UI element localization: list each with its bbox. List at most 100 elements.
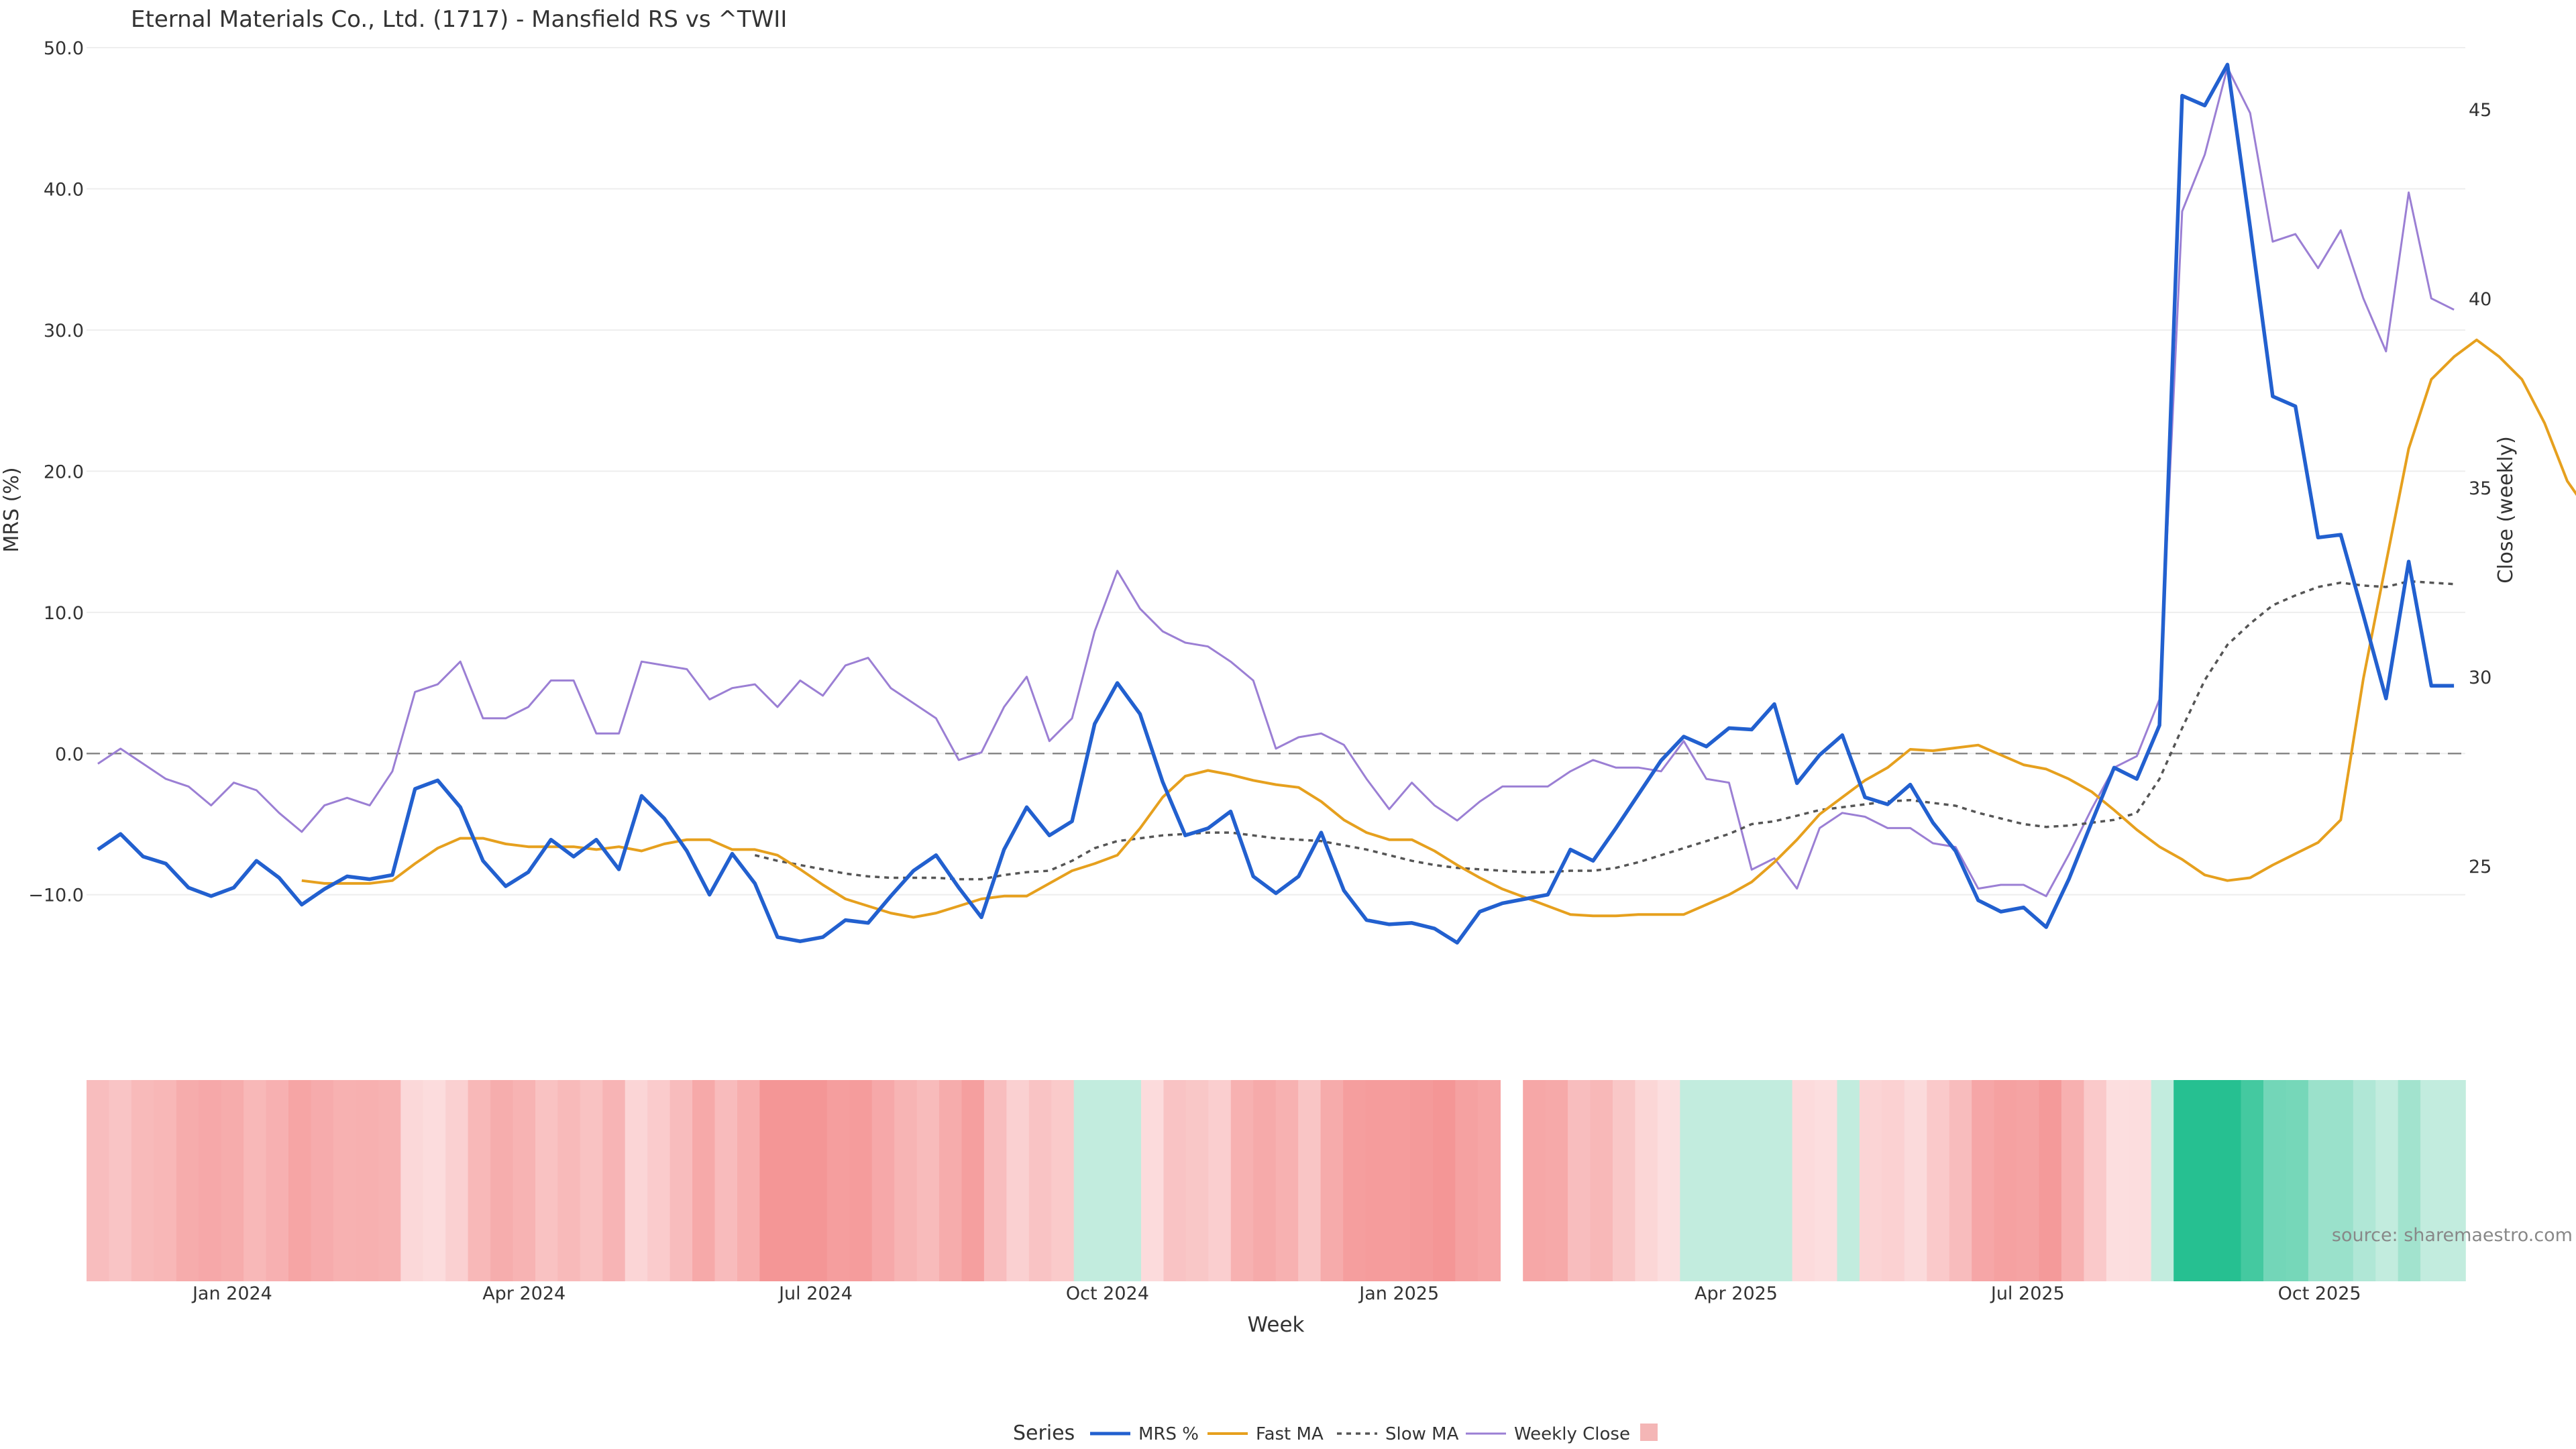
legend-item-fast-ma: Fast MA bbox=[1208, 1424, 1324, 1444]
heatmap-cell bbox=[849, 1080, 873, 1281]
left-tick-label: 30.0 bbox=[44, 321, 84, 341]
heatmap-cell bbox=[2017, 1080, 2040, 1281]
heatmap-cell bbox=[1455, 1080, 1479, 1281]
left-tick-label: −10.0 bbox=[28, 885, 84, 906]
heatmap-cell bbox=[1613, 1080, 1636, 1281]
heatmap-cell bbox=[1792, 1080, 1815, 1281]
heatmap-cell bbox=[1343, 1080, 1366, 1281]
left-tick-label: 20.0 bbox=[44, 462, 84, 482]
heatmap-cell bbox=[468, 1080, 491, 1281]
heatmap-cell bbox=[513, 1080, 536, 1281]
heatmap-cell bbox=[2196, 1080, 2219, 1281]
slow-ma-line bbox=[754, 580, 2455, 881]
heatmap-cell bbox=[2084, 1080, 2107, 1281]
heatmap-cell bbox=[2061, 1080, 2085, 1281]
heatmap-cell bbox=[1949, 1080, 1972, 1281]
heatmap-cell bbox=[2174, 1080, 2197, 1281]
heatmap-cell bbox=[490, 1080, 514, 1281]
heatmap-cell bbox=[2241, 1080, 2264, 1281]
x-tick-label: Jul 2025 bbox=[1990, 1283, 2065, 1304]
weekly-close-line bbox=[97, 66, 2455, 898]
gridlines bbox=[87, 47, 2465, 896]
x-tick-label: Jan 2024 bbox=[191, 1283, 272, 1304]
legend: Series MRS % Fast MA Slow MA Weekly Close bbox=[1013, 1421, 1658, 1445]
heatmap-cell bbox=[1028, 1080, 1052, 1281]
y-axis-label-left: MRS (%) bbox=[0, 467, 23, 552]
heatmap-cell bbox=[1051, 1080, 1075, 1281]
heatmap-cell bbox=[1702, 1080, 1725, 1281]
heatmap-cell bbox=[580, 1080, 603, 1281]
heatmap-cell bbox=[109, 1080, 132, 1281]
heatmap-cell bbox=[737, 1080, 761, 1281]
heatmap-cell bbox=[378, 1080, 401, 1281]
legend-item-slow-ma: Slow MA bbox=[1337, 1424, 1459, 1444]
heatmap-cell bbox=[1882, 1080, 1905, 1281]
heatmap-cell bbox=[939, 1080, 963, 1281]
x-tick-label: Jul 2024 bbox=[777, 1283, 853, 1304]
right-tick-label: 35 bbox=[2469, 478, 2491, 499]
heatmap-cell bbox=[1208, 1080, 1232, 1281]
heatmap-cell bbox=[1320, 1080, 1344, 1281]
heatmap-cell bbox=[535, 1080, 559, 1281]
heatmap-cell bbox=[1118, 1080, 1142, 1281]
heatmap-cell bbox=[1815, 1080, 1838, 1281]
source-watermark: source: sharemaestro.com bbox=[2332, 1225, 2573, 1246]
heatmap-cell bbox=[356, 1080, 379, 1281]
heatmap-cell bbox=[1185, 1080, 1210, 1281]
heatmap-cell bbox=[1904, 1080, 1927, 1281]
heatmap-cell bbox=[647, 1080, 671, 1281]
heatmap-cell bbox=[1230, 1080, 1254, 1281]
x-tick-label: Oct 2024 bbox=[1066, 1283, 1149, 1304]
heatmap-cell bbox=[311, 1080, 334, 1281]
x-tick-label: Oct 2025 bbox=[2278, 1283, 2361, 1304]
heatmap-cell bbox=[1837, 1080, 1860, 1281]
heatmap-cell bbox=[1972, 1080, 1995, 1281]
right-tick-label: 30 bbox=[2469, 667, 2491, 688]
heatmap-cell bbox=[714, 1080, 738, 1281]
heatmap-cell bbox=[1253, 1080, 1277, 1281]
right-tick-label: 25 bbox=[2469, 857, 2491, 877]
heatmap-cell bbox=[1096, 1080, 1120, 1281]
heatmap-cell bbox=[1163, 1080, 1187, 1281]
heatmap-cell bbox=[602, 1080, 626, 1281]
left-tick-label: 0.0 bbox=[55, 744, 84, 765]
heatmap-cell bbox=[1590, 1080, 1613, 1281]
series-lines bbox=[97, 62, 2576, 945]
heatmap-cell bbox=[423, 1080, 446, 1281]
heatmap-cell bbox=[2263, 1080, 2287, 1281]
chart-title: Eternal Materials Co., Ltd. (1717) - Man… bbox=[131, 6, 787, 33]
heatmap-cell bbox=[2218, 1080, 2242, 1281]
heatmap-cell bbox=[1298, 1080, 1322, 1281]
heatmap-cell bbox=[1141, 1080, 1165, 1281]
legend-label: MRS % bbox=[1138, 1424, 1199, 1444]
heatmap-cell bbox=[1388, 1080, 1411, 1281]
heatmap-cell bbox=[1410, 1080, 1434, 1281]
heatmap-cell bbox=[87, 1080, 110, 1281]
heatmap-cell bbox=[804, 1080, 828, 1281]
heatmap-cell bbox=[1927, 1080, 1950, 1281]
heatmap-cell bbox=[2151, 1080, 2174, 1281]
heatmap-cell bbox=[1568, 1080, 1591, 1281]
legend-item-mrs: MRS % bbox=[1090, 1424, 1199, 1444]
heatmap-cell bbox=[1994, 1080, 2017, 1281]
heatmap-cell bbox=[1657, 1080, 1681, 1281]
heatmap-cell bbox=[400, 1080, 424, 1281]
heatmap-cell bbox=[2353, 1080, 2376, 1281]
heatmap-cell bbox=[2129, 1080, 2152, 1281]
mrs-line bbox=[97, 62, 2455, 945]
heatmap-cell bbox=[1432, 1080, 1456, 1281]
x-tick-label: Jan 2025 bbox=[1358, 1283, 1439, 1304]
heatmap-cell bbox=[2420, 1080, 2444, 1281]
heatmap-cell bbox=[894, 1080, 918, 1281]
heatmap-cell bbox=[2039, 1080, 2062, 1281]
heatmap-cell bbox=[1635, 1080, 1658, 1281]
legend-label: Slow MA bbox=[1385, 1424, 1459, 1444]
legend-title: Series bbox=[1013, 1421, 1075, 1445]
fast-ma-line bbox=[301, 338, 2576, 919]
heatmap-cell bbox=[1275, 1080, 1299, 1281]
heatmap-cell bbox=[244, 1080, 267, 1281]
heatmap-cell bbox=[961, 1080, 985, 1281]
heatmap-cell bbox=[916, 1080, 940, 1281]
heatmap-cell bbox=[1770, 1080, 1793, 1281]
